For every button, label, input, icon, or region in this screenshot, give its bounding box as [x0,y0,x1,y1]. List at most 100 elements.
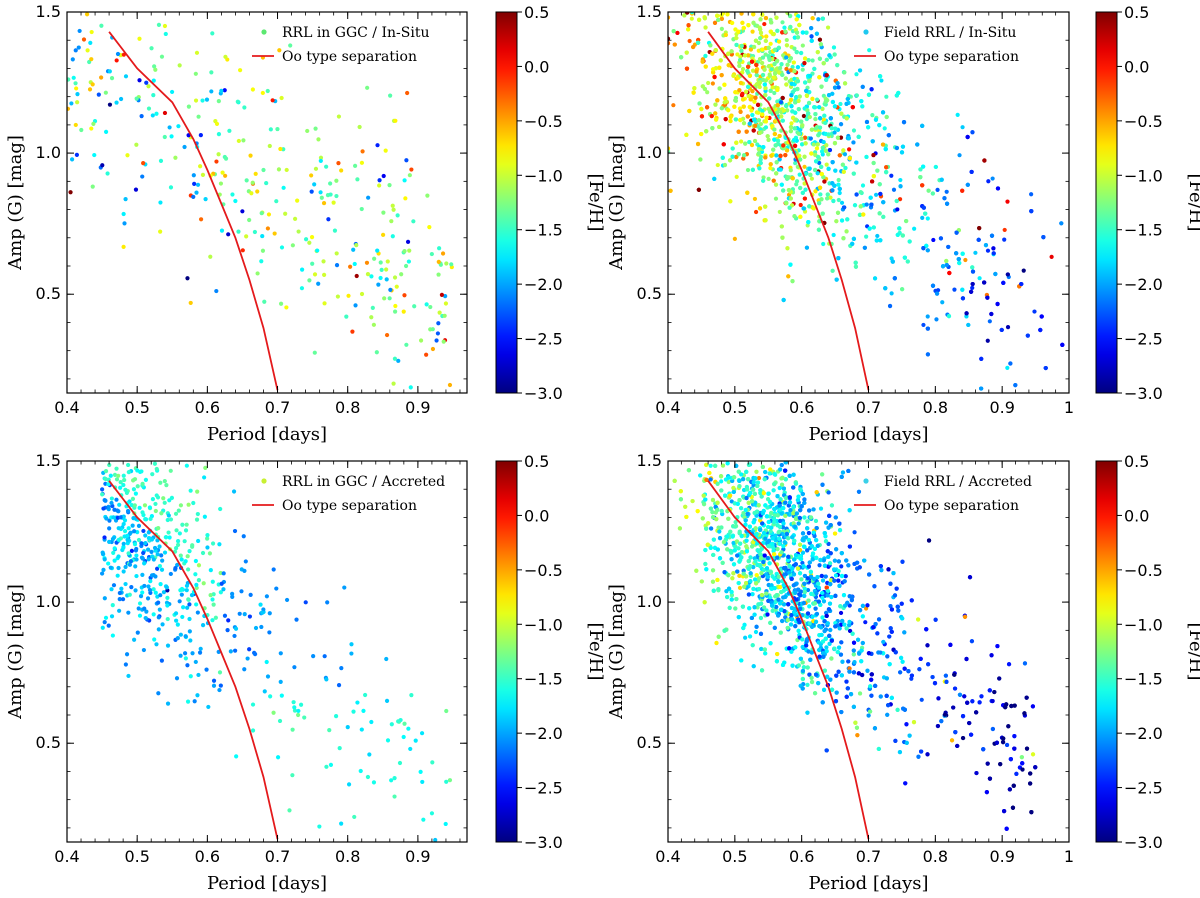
scatter-point [194,50,200,55]
scatter-point [352,814,357,820]
scatter-point [812,167,818,173]
colorbar-tick-label: −2.5 [1124,330,1163,349]
scatter-point [132,529,137,534]
scatter-point [130,496,136,502]
scatter-point [785,12,790,15]
scatter-point [402,178,407,183]
scatter-point [91,121,96,126]
scatter-point [713,117,719,122]
scatter-point [81,37,87,42]
scatter-point [169,89,175,95]
scatter-point [960,125,965,130]
scatter-point [1039,314,1044,319]
scatter-point [123,197,128,202]
scatter-point [860,84,865,89]
scatter-point [121,545,126,550]
scatter-point [133,548,139,553]
y-tick-label: 0.5 [637,284,662,303]
legend-marker [261,478,267,484]
scatter-point [137,613,143,618]
scatter-point [315,248,320,253]
scatter-point [700,59,705,64]
scatter-point [121,569,126,574]
scatter-point [829,126,834,131]
scatter-point [837,153,842,158]
scatter-point [826,152,831,157]
scatter-point [1029,192,1034,197]
scatter-point [244,178,249,183]
scatter-point [725,12,730,17]
scatter-point [169,495,175,501]
scatter-point [733,98,738,103]
scatter-point [167,125,172,130]
scatter-point [76,45,81,50]
scatter-point [767,96,772,101]
scatter-point [345,725,350,730]
scatter-point [183,634,188,639]
scatter-point [764,34,769,39]
scatter-point [900,144,906,149]
scatter-point [157,607,162,612]
scatter-point [807,204,812,209]
scatter-point [151,557,156,562]
scatter-point [796,148,801,153]
scatter-point [129,585,134,590]
scatter-point [884,170,889,175]
scatter-point [760,47,765,52]
colorbar-label: [Fe/H] [1185,174,1200,232]
scatter-point [815,50,820,55]
scatter-point [430,760,435,765]
scatter-point [109,587,114,592]
scatter-point [214,121,220,127]
scatter-point [886,133,891,138]
scatter-point [265,226,270,231]
scatter-point [809,176,814,181]
scatter-point [838,101,843,107]
scatter-point [258,602,263,607]
scatter-point [377,178,382,183]
scatter-point [761,178,766,183]
scatter-point [772,71,778,76]
scatter-point [296,229,301,234]
scatter-point [832,85,838,90]
scatter-point [758,157,763,162]
scatter-point [249,191,254,196]
scatter-point [871,152,876,158]
scatter-point [352,261,357,267]
scatter-point [359,160,365,165]
scatter-point [963,257,968,263]
scatter-point [871,174,876,179]
scatter-point [278,146,283,152]
scatter-point [321,200,327,206]
scatter-point [765,134,770,139]
scatter-point [942,196,947,201]
scatter-point [772,47,778,52]
colorbar-tick-label: −2.5 [524,330,563,349]
scatter-point [196,672,201,678]
scatter-point [696,187,701,192]
scatter-point [363,692,368,698]
scatter-point [781,53,786,58]
scatter-point [193,558,198,564]
scatter-point [252,229,258,235]
scatter-point [738,54,743,59]
scatter-point [180,522,185,527]
scatter-point [734,35,739,41]
scatter-point [274,586,279,591]
scatter-point [753,123,758,129]
scatter-point [277,718,283,724]
scatter-point [73,122,78,128]
scatter-point [733,27,738,32]
scatter-point [841,148,846,153]
scatter-point [150,472,155,477]
scatter-point [158,480,163,485]
scatter-point [905,259,910,264]
scatter-point [830,188,835,193]
scatter-point [934,291,940,296]
scatter-point [897,197,903,202]
scatter-point [864,154,869,160]
scatter-point [334,251,339,256]
scatter-point [133,564,138,569]
scatter-point [328,762,334,767]
